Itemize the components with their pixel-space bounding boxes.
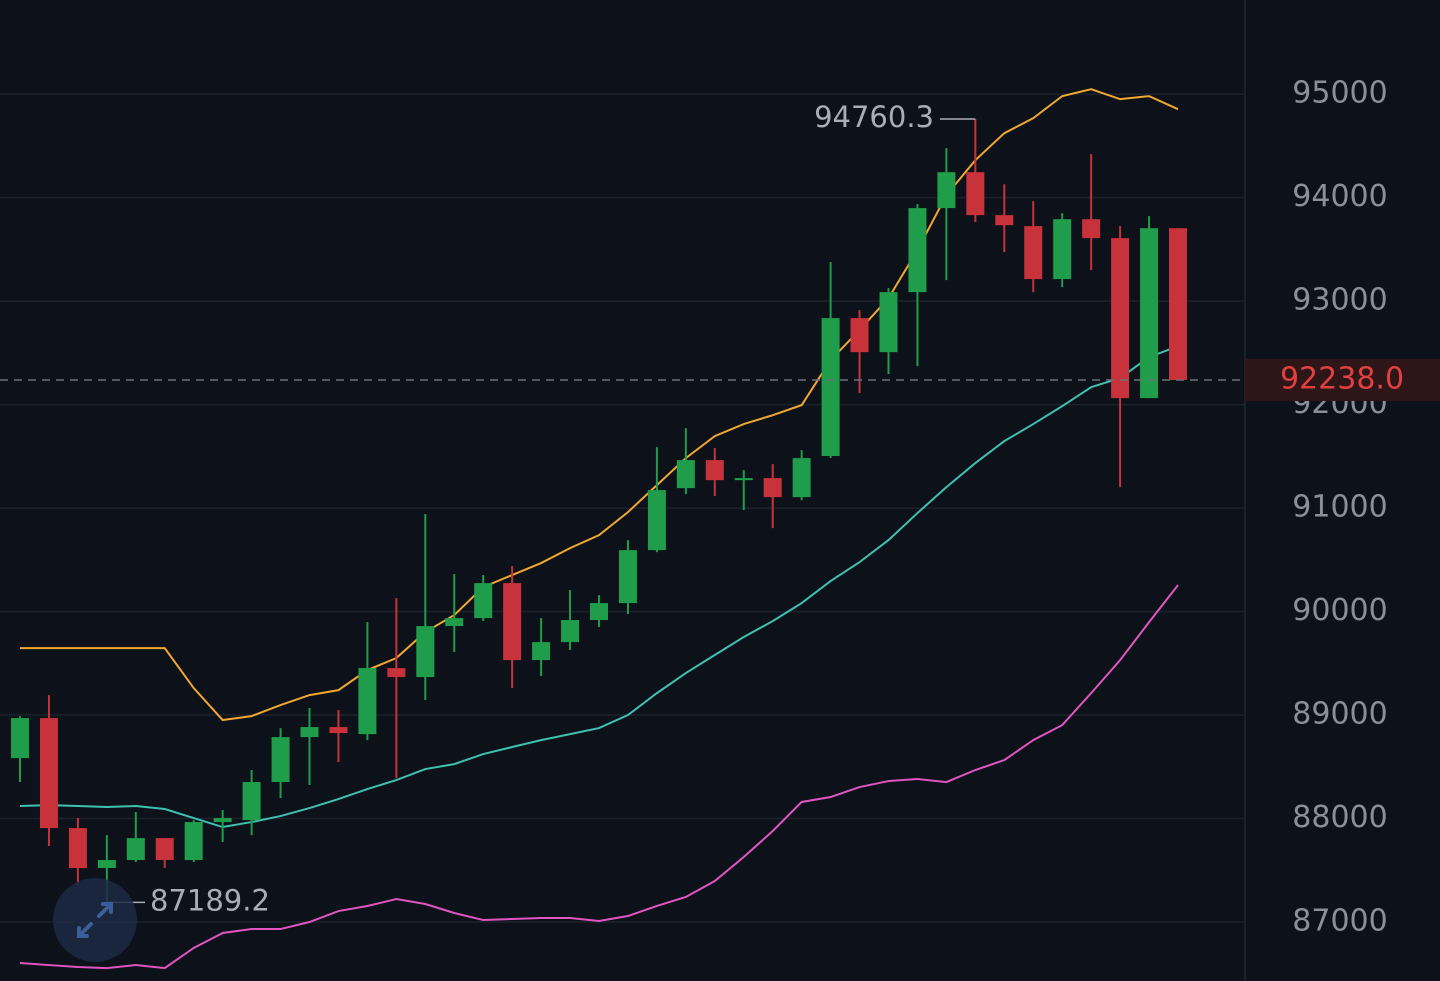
candle-body <box>850 318 869 353</box>
y-tick-label: 89000 <box>1292 697 1387 732</box>
y-tick-label: 95000 <box>1292 76 1387 111</box>
candle-body <box>532 642 551 661</box>
candle-body <box>329 727 348 734</box>
candle-body <box>1082 219 1101 239</box>
candle-body <box>445 618 464 627</box>
candle-body <box>618 550 637 604</box>
candle-body <box>1053 219 1072 280</box>
candle-body <box>676 460 695 489</box>
candle-body <box>358 668 377 735</box>
candle-body <box>995 215 1014 226</box>
candle-body <box>734 478 753 481</box>
candle-body <box>647 490 666 551</box>
band-line <box>20 88 1179 722</box>
candle-body <box>590 603 608 621</box>
candle-body <box>1169 228 1187 380</box>
candle-body <box>68 828 87 868</box>
candle-body <box>763 478 782 498</box>
y-tick-label: 91000 <box>1292 490 1387 525</box>
y-tick-label: 87000 <box>1292 904 1387 939</box>
expand-icon[interactable] <box>77 902 113 938</box>
candle-body <box>11 718 29 759</box>
button-bg[interactable] <box>53 878 137 962</box>
candle-body <box>39 718 58 829</box>
y-tick-label: 90000 <box>1292 593 1387 628</box>
candle-body <box>792 458 811 498</box>
band-line <box>19 584 1179 970</box>
candle-body <box>300 727 319 738</box>
candle-body <box>561 620 580 643</box>
candle-body <box>155 838 174 861</box>
bands <box>19 88 1179 970</box>
candle-body <box>97 860 116 868</box>
last-price-box <box>1245 358 1440 401</box>
low-marker-label: 87189.2 <box>150 883 270 917</box>
candle-body <box>503 583 522 661</box>
high-marker-label: 94760.3 <box>814 100 934 134</box>
candle-body <box>908 208 927 293</box>
candle-body <box>966 172 985 216</box>
candle-body <box>387 668 406 678</box>
candle-body <box>705 460 724 481</box>
candle-body <box>1111 238 1130 399</box>
candles <box>11 118 1187 903</box>
y-tick-label: 94000 <box>1292 179 1387 214</box>
candle-body <box>184 822 203 861</box>
candle-body <box>271 737 290 783</box>
candle-body <box>821 318 840 457</box>
expand-button[interactable] <box>53 878 137 962</box>
candle-body <box>416 626 435 678</box>
candle-body <box>474 583 493 619</box>
overlay: 94760.3 87189.2 92238.0 <box>0 100 1440 917</box>
last-price-label: 92238.0 <box>1280 361 1404 396</box>
grid: 8700088000890009000091000920009300094000… <box>0 76 1388 939</box>
candle-body <box>126 838 145 861</box>
y-tick-label: 88000 <box>1292 800 1387 835</box>
y-tick-label: 93000 <box>1292 283 1387 318</box>
candle-body <box>1024 226 1043 280</box>
candle-body <box>937 172 956 209</box>
candle-body <box>213 818 232 823</box>
candle-body <box>242 782 261 821</box>
band-line <box>19 345 1179 829</box>
candle-body <box>879 292 898 353</box>
candle-body <box>1140 228 1159 399</box>
